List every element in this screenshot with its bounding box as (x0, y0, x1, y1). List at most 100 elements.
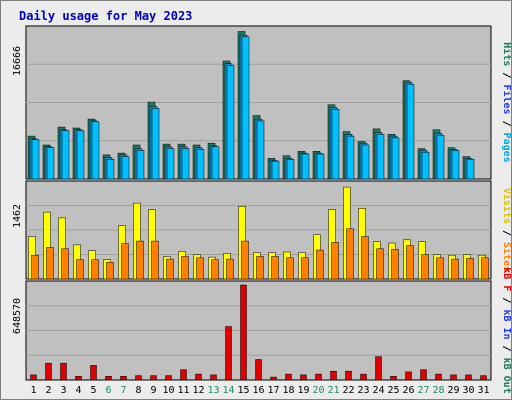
bar-pages-12 (196, 149, 205, 180)
bar-sites-8 (136, 240, 144, 280)
x-tick-label-19: 19 (297, 385, 309, 396)
x-tick-label-4: 4 (75, 385, 81, 396)
bar-pages-23 (361, 144, 370, 180)
x-tick-label-28: 28 (432, 385, 444, 396)
bar-pages-26 (406, 83, 415, 180)
x-tick-label-16: 16 (252, 385, 264, 396)
bar-sites-6 (106, 262, 114, 280)
legend-entry-bottom-1: / (501, 291, 511, 309)
bar-sites-10 (166, 258, 174, 280)
panel-mid-side-legend: Visits / Sites (501, 188, 511, 272)
x-tick-label-5: 5 (90, 385, 96, 396)
bar-kb-f-8 (135, 375, 142, 381)
bar-pages-15 (241, 36, 250, 180)
legend-entry-bottom-0: kB F (501, 267, 511, 291)
bar-kb-f-25 (390, 376, 397, 381)
x-tick-label-23: 23 (357, 385, 369, 396)
bar-pages-7 (121, 156, 130, 180)
bar-kb-f-10 (165, 375, 172, 381)
bar-kb-f-1 (30, 374, 37, 381)
bar-sites-26 (406, 245, 414, 280)
bar-kb-f-16 (255, 359, 262, 381)
legend-entry-mid-0: Visits (501, 188, 511, 224)
x-tick-label-3: 3 (60, 385, 66, 396)
bar-pages-25 (391, 137, 400, 180)
legend-entry-mid-1: / (501, 224, 511, 242)
bar-sites-22 (346, 228, 354, 280)
bar-kb-f-24 (375, 356, 382, 381)
x-tick-label-21: 21 (327, 385, 339, 396)
bar-kb-f-6 (105, 376, 112, 381)
bar-pages-9 (151, 108, 160, 180)
bar-kb-f-7 (120, 376, 127, 381)
x-tick-label-11: 11 (177, 385, 189, 396)
bar-sites-9 (151, 240, 159, 280)
bar-kb-f-19 (300, 374, 307, 381)
legend-entry-bottom-3: / (501, 340, 511, 358)
x-tick-label-31: 31 (477, 385, 489, 396)
x-tick-label-13: 13 (207, 385, 219, 396)
bar-pages-3 (61, 130, 70, 180)
bar-sites-3 (61, 248, 69, 280)
x-tick-label-18: 18 (282, 385, 294, 396)
bar-kb-f-29 (450, 374, 457, 381)
x-tick-label-30: 30 (462, 385, 474, 396)
bar-pages-1 (31, 139, 40, 180)
bar-sites-19 (301, 257, 309, 280)
bar-kb-f-3 (60, 362, 67, 381)
legend-entry-top-2: Files (501, 84, 511, 114)
panel-bottom-max-label: 648570 (12, 298, 23, 334)
bar-sites-27 (421, 254, 429, 280)
x-tick-label-10: 10 (162, 385, 174, 396)
bar-pages-14 (226, 65, 235, 180)
bar-sites-23 (361, 236, 369, 280)
bar-sites-4 (76, 259, 84, 280)
bar-sites-30 (466, 258, 474, 280)
bar-pages-2 (46, 147, 55, 180)
panel-bottom-side-legend: kB F / kB In / kB Out (501, 267, 511, 393)
panel-top-max-label: 16666 (12, 46, 23, 76)
bar-pages-30 (466, 159, 475, 180)
bar-pages-19 (301, 153, 310, 180)
panel-mid (25, 180, 492, 280)
x-tick-label-1: 1 (30, 385, 36, 396)
bar-pages-29 (451, 150, 460, 180)
bar-kb-f-30 (465, 374, 472, 381)
x-tick-label-6: 6 (105, 385, 111, 396)
bar-kb-f-12 (195, 373, 202, 381)
bar-sites-20 (316, 249, 324, 280)
bar-kb-f-21 (330, 370, 337, 381)
bar-sites-29 (451, 258, 459, 280)
x-tick-label-2: 2 (45, 385, 51, 396)
chart-title: Daily usage for May 2023 (19, 9, 192, 23)
bar-kb-f-4 (75, 376, 82, 381)
bar-kb-f-23 (360, 373, 367, 381)
bar-kb-f-20 (315, 373, 322, 381)
bar-sites-24 (376, 248, 384, 280)
bar-kb-f-14 (225, 326, 232, 381)
bar-pages-18 (286, 159, 295, 180)
bar-kb-f-11 (180, 369, 187, 381)
bar-kb-f-2 (45, 362, 52, 381)
x-tick-label-17: 17 (267, 385, 279, 396)
x-tick-label-15: 15 (237, 385, 249, 396)
bar-pages-10 (166, 148, 175, 180)
bar-pages-27 (421, 151, 430, 180)
legend-entry-mid-2: Sites (501, 242, 511, 272)
bar-sites-12 (196, 257, 204, 280)
bar-pages-21 (331, 109, 340, 180)
bar-sites-21 (331, 242, 339, 280)
legend-entry-top-3: / (501, 115, 511, 133)
panel-top-side-legend: Hits / Files / Pages (501, 42, 511, 162)
bar-pages-22 (346, 135, 355, 180)
bar-kb-f-18 (285, 373, 292, 381)
bar-kb-f-22 (345, 370, 352, 381)
bar-sites-28 (436, 257, 444, 280)
bar-kb-f-31 (480, 375, 487, 381)
x-tick-label-22: 22 (342, 385, 354, 396)
legend-entry-bottom-2: kB In (501, 309, 511, 339)
x-tick-label-27: 27 (417, 385, 429, 396)
bar-pages-20 (316, 153, 325, 180)
bar-kb-f-26 (405, 371, 412, 381)
